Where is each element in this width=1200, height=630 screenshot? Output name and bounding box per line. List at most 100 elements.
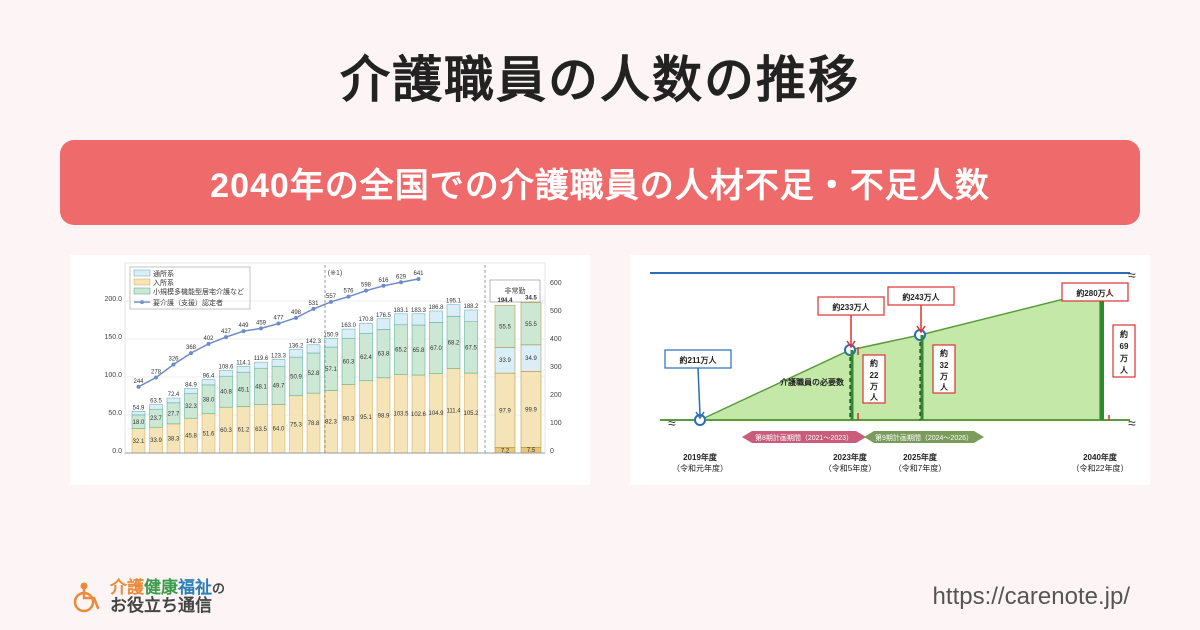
svg-text:50.0: 50.0 — [108, 410, 122, 417]
svg-text:150.0: 150.0 — [104, 334, 122, 341]
svg-text:97.9: 97.9 — [499, 408, 511, 414]
svg-text:75.3: 75.3 — [290, 422, 302, 428]
svg-text:（令和22年度）: （令和22年度） — [1072, 463, 1129, 473]
svg-text:約: 約 — [1120, 329, 1128, 339]
svg-text:67.5: 67.5 — [465, 345, 477, 351]
svg-text:200.0: 200.0 — [104, 296, 122, 303]
svg-text:34.9: 34.9 — [525, 356, 537, 362]
svg-text:104.9: 104.9 — [428, 411, 444, 417]
svg-text:人: 人 — [1120, 365, 1129, 375]
svg-text:（令和元年度）: （令和元年度） — [672, 463, 728, 473]
svg-text:616: 616 — [378, 278, 389, 284]
svg-text:33.9: 33.9 — [499, 358, 511, 364]
svg-text:人: 人 — [870, 392, 879, 402]
svg-text:人: 人 — [940, 382, 949, 392]
svg-text:477: 477 — [273, 316, 284, 322]
svg-text:95.1: 95.1 — [360, 415, 372, 421]
svg-text:67.0: 67.0 — [430, 346, 442, 352]
svg-text:32: 32 — [940, 361, 949, 370]
svg-text:100: 100 — [550, 420, 562, 427]
svg-text:78.8: 78.8 — [308, 421, 320, 427]
svg-text:50.9: 50.9 — [290, 374, 302, 380]
svg-text:(※1): (※1) — [328, 270, 342, 277]
svg-text:63.5: 63.5 — [255, 427, 267, 433]
svg-text:368: 368 — [186, 345, 197, 351]
svg-text:≈: ≈ — [1128, 415, 1136, 431]
svg-text:98.9: 98.9 — [378, 413, 390, 419]
demand-area — [700, 290, 1100, 420]
svg-text:2040年度: 2040年度 — [1083, 452, 1118, 462]
svg-text:69: 69 — [1120, 342, 1129, 351]
right-chart: 約211万人 介護職員の必要数 約233万人 約 22 万 人 約243万人 — [630, 255, 1150, 485]
wheelchair-icon — [70, 580, 104, 614]
svg-text:約: 約 — [940, 348, 948, 358]
svg-text:約243万人: 約243万人 — [902, 292, 940, 302]
site-logo: 介護健康福祉の お役立ち通信 — [70, 579, 225, 616]
svg-text:45.1: 45.1 — [238, 387, 250, 393]
svg-text:60.3: 60.3 — [343, 359, 355, 365]
svg-text:186.8: 186.8 — [428, 305, 444, 311]
svg-text:641: 641 — [413, 271, 424, 277]
svg-text:105.2: 105.2 — [463, 411, 479, 417]
svg-text:32.3: 32.3 — [185, 404, 197, 410]
svg-text:194.4: 194.4 — [497, 298, 513, 304]
svg-text:55.5: 55.5 — [499, 324, 511, 330]
svg-text:57.1: 57.1 — [325, 367, 337, 373]
svg-text:18.0: 18.0 — [133, 420, 145, 426]
svg-text:142.3: 142.3 — [306, 339, 322, 345]
svg-text:531: 531 — [308, 301, 319, 307]
svg-text:576: 576 — [343, 289, 354, 295]
svg-text:114.1: 114.1 — [236, 360, 251, 366]
svg-text:2023年度: 2023年度 — [833, 452, 868, 462]
svg-text:102.6: 102.6 — [411, 412, 427, 418]
svg-text:200: 200 — [550, 392, 562, 399]
svg-text:64.0: 64.0 — [273, 427, 285, 433]
svg-text:45.8: 45.8 — [185, 434, 197, 440]
svg-text:103.5: 103.5 — [393, 412, 409, 418]
svg-text:32.1: 32.1 — [133, 439, 145, 445]
svg-text:0: 0 — [550, 448, 554, 455]
svg-text:2025年度: 2025年度 — [903, 452, 938, 462]
svg-text:≈: ≈ — [668, 415, 676, 431]
svg-text:326: 326 — [168, 357, 179, 363]
svg-text:183.3: 183.3 — [411, 308, 427, 314]
svg-text:188.2: 188.2 — [463, 304, 479, 310]
svg-text:48.1: 48.1 — [255, 384, 267, 390]
svg-text:51.6: 51.6 — [203, 431, 215, 437]
legend-4: 要介護（支援）認定者 — [153, 298, 223, 307]
svg-text:498: 498 — [291, 310, 302, 316]
svg-text:第9期計画期間（2024～2026）: 第9期計画期間（2024～2026） — [875, 433, 973, 442]
svg-text:557: 557 — [326, 294, 337, 300]
svg-text:（令和5年度）: （令和5年度） — [824, 463, 876, 473]
svg-text:万: 万 — [939, 372, 948, 381]
svg-text:63.8: 63.8 — [378, 352, 390, 358]
svg-text:0.0: 0.0 — [112, 448, 122, 455]
svg-text:96.4: 96.4 — [203, 374, 215, 380]
footer: 介護健康福祉の お役立ち通信 https://carenote.jp/ — [0, 579, 1200, 616]
svg-text:63.5: 63.5 — [150, 399, 162, 405]
legend-1: 通所系 — [153, 269, 174, 278]
svg-text:68.2: 68.2 — [448, 340, 460, 346]
svg-text:150.9: 150.9 — [323, 332, 339, 338]
svg-text:55.5: 55.5 — [525, 322, 537, 328]
svg-text:38.3: 38.3 — [168, 436, 180, 442]
svg-text:136.2: 136.2 — [288, 343, 304, 349]
svg-text:82.3: 82.3 — [325, 420, 337, 426]
svg-text:49.7: 49.7 — [273, 383, 285, 389]
svg-text:176.5: 176.5 — [376, 313, 392, 319]
svg-text:約233万人: 約233万人 — [832, 302, 870, 312]
subtitle-banner: 2040年の全国での介護職員の人材不足・不足人数 — [60, 140, 1140, 225]
svg-text:100.0: 100.0 — [104, 372, 122, 379]
svg-text:非常勤: 非常勤 — [505, 286, 526, 295]
svg-text:500: 500 — [550, 308, 562, 315]
svg-text:123.3: 123.3 — [271, 353, 287, 359]
svg-text:万: 万 — [869, 382, 878, 391]
svg-text:163.0: 163.0 — [341, 323, 357, 329]
svg-text:2019年度: 2019年度 — [683, 452, 718, 462]
svg-text:402: 402 — [203, 336, 214, 342]
svg-text:111.4: 111.4 — [446, 409, 461, 415]
svg-text:72.4: 72.4 — [168, 392, 180, 398]
svg-text:400: 400 — [550, 336, 562, 343]
svg-text:≈: ≈ — [1128, 267, 1136, 283]
svg-text:40.8: 40.8 — [220, 390, 232, 396]
